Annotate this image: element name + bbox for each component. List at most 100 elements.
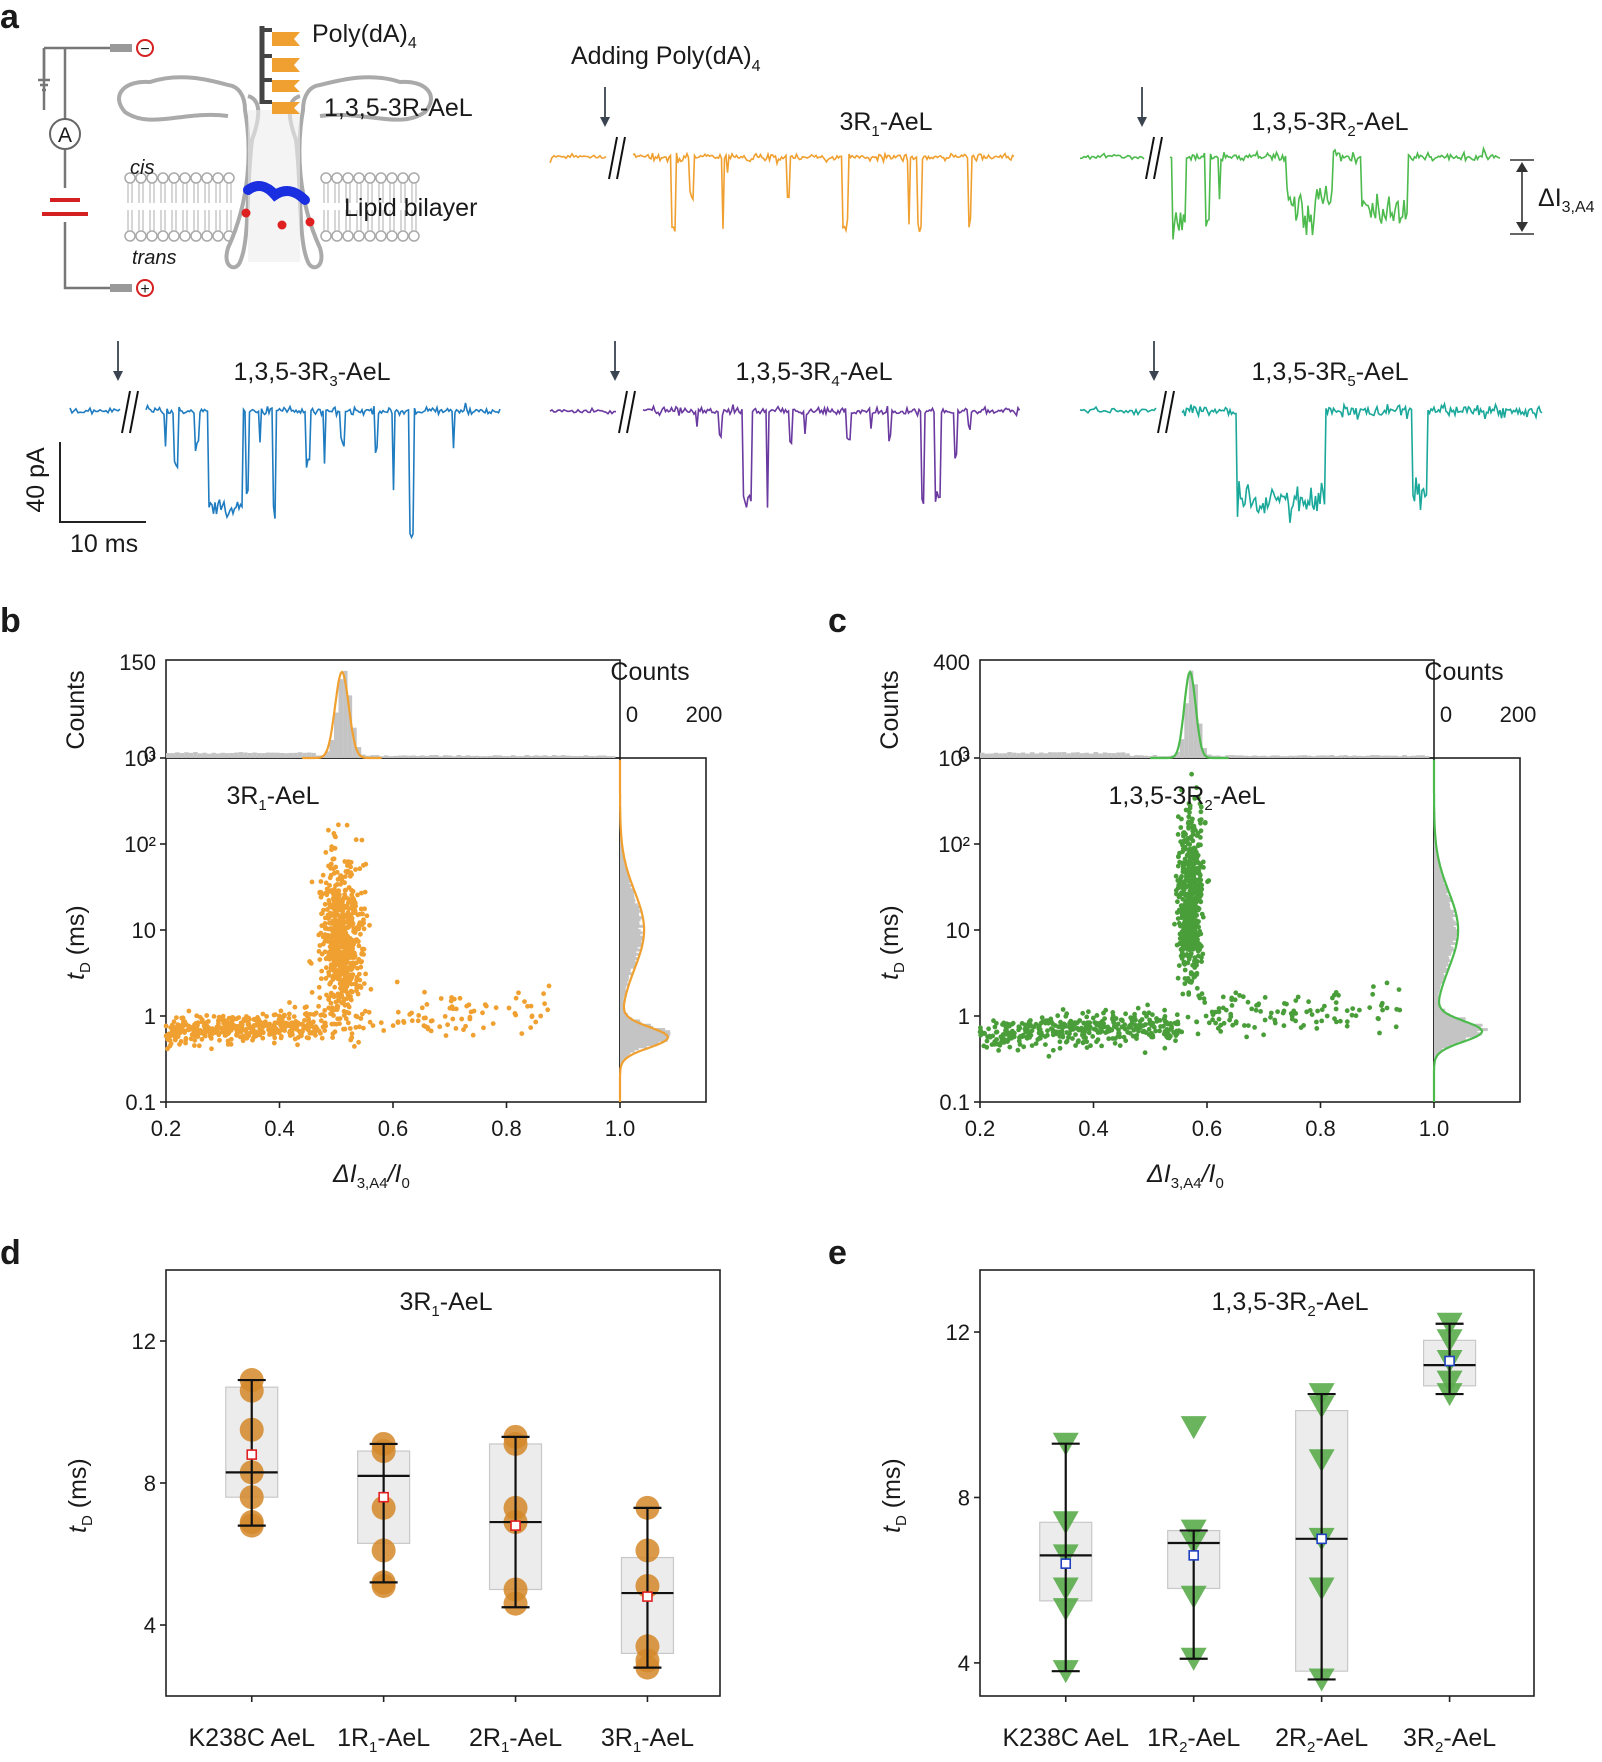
scatter-point xyxy=(332,984,338,990)
top-hist-bar xyxy=(193,752,198,758)
scatter-point xyxy=(317,957,323,962)
scatter-point xyxy=(345,910,351,915)
side-hist-bar xyxy=(1434,894,1449,898)
scatter-point xyxy=(1120,1018,1125,1024)
data-point xyxy=(371,1573,396,1598)
top-hist-bar xyxy=(524,754,530,758)
scatter-point xyxy=(1189,978,1195,984)
scatter-point xyxy=(321,907,326,913)
top-hist-bar xyxy=(980,752,985,758)
side-hist-bar xyxy=(620,868,628,872)
side-hist-bar xyxy=(620,1047,639,1051)
scatter-point xyxy=(343,887,349,893)
trace-5: 1,3,5-3R5-AeL xyxy=(1079,341,1543,523)
nanopore-schematic: − + A Poly(dA)4 1,3,5-3R-AeL cis trans L… xyxy=(38,20,477,298)
scatter-point xyxy=(348,972,354,978)
break-mark xyxy=(626,390,636,434)
scatter-point xyxy=(390,1023,396,1028)
scatter-point xyxy=(210,1026,215,1031)
scatter-point xyxy=(340,906,346,911)
scatter-point xyxy=(353,1025,359,1030)
top-hist-bar xyxy=(252,752,257,758)
scale-bar: 40 pA 10 ms xyxy=(22,442,146,558)
scatter-point xyxy=(1189,905,1194,910)
top-hist-ymax: 400 xyxy=(933,650,970,675)
top-hist-bar xyxy=(1207,754,1212,758)
side-hist-bar xyxy=(620,1032,671,1036)
scatter-point xyxy=(335,1016,341,1022)
scatter-point xyxy=(1229,995,1235,1001)
category-label: 1R1-AeL xyxy=(337,1724,430,1756)
scatter-point xyxy=(353,867,358,872)
scatter-point xyxy=(1086,1009,1091,1015)
scatter-point xyxy=(313,1024,319,1030)
category-label: 3R2-AeL xyxy=(1403,1724,1496,1756)
scatter-point xyxy=(276,1013,282,1019)
scatter-point xyxy=(481,1025,486,1031)
category-label-part: 1 xyxy=(501,1739,509,1756)
trace-label-part: 3R xyxy=(839,108,871,136)
side-hist-bar xyxy=(1434,845,1437,849)
scatter-point xyxy=(1091,1026,1097,1032)
top-hist-bar xyxy=(274,752,280,758)
mean-marker xyxy=(1444,1355,1455,1367)
y-tick-label: 10 xyxy=(132,918,156,943)
scatter-point xyxy=(529,1013,535,1019)
side-hist-bar xyxy=(620,933,641,937)
y-tick-label: 0.1 xyxy=(939,1090,970,1115)
side-hist-bar xyxy=(1434,868,1441,872)
scatter-point xyxy=(1094,1013,1100,1018)
trace-signal xyxy=(642,404,1021,508)
scatter-point xyxy=(1175,878,1181,883)
scatter-point xyxy=(1256,1001,1262,1007)
scatter-point xyxy=(267,1021,272,1027)
mean-marker xyxy=(246,1449,258,1460)
scatter-point xyxy=(1216,1016,1222,1022)
scatter-point xyxy=(1189,899,1195,904)
side-hist-bar xyxy=(620,1021,642,1025)
top-hist-bar xyxy=(1048,752,1053,758)
scatter-point xyxy=(358,931,363,937)
scatter-point xyxy=(334,882,340,887)
side-hist-bar xyxy=(620,899,636,903)
scatter-point xyxy=(243,1026,249,1032)
scatter-point xyxy=(1261,1032,1266,1038)
y-tick-label: 8 xyxy=(958,1485,970,1510)
scatter-point xyxy=(348,994,353,999)
bilayer-label: Lipid bilayer xyxy=(344,194,477,222)
scatter-point xyxy=(342,895,347,901)
top-hist-bar xyxy=(1070,752,1076,758)
side-hist-bar xyxy=(1434,888,1448,892)
trace-label: 1,3,5-3R3-AeL xyxy=(233,358,390,390)
top-hist-bar xyxy=(1334,756,1339,758)
side-hist-bar xyxy=(1434,881,1444,885)
scatter-point xyxy=(240,1033,246,1039)
top-hist-bar xyxy=(306,752,312,758)
top-hist-bar xyxy=(1102,752,1108,758)
scatter-point xyxy=(1187,847,1193,853)
scatter-point xyxy=(347,949,353,955)
side-hist-bar xyxy=(1434,957,1450,961)
side-hist-bar xyxy=(1434,911,1454,915)
scatter-point xyxy=(367,1019,373,1025)
scatter-point xyxy=(319,923,325,929)
top-hist-bar xyxy=(234,752,239,758)
side-hist-bar xyxy=(620,1053,629,1057)
scatter-point xyxy=(1167,1027,1173,1032)
side-hist-bar xyxy=(620,851,623,855)
scatter-point xyxy=(216,1032,222,1038)
scatter-point xyxy=(442,1014,448,1019)
top-hist-bar xyxy=(1061,752,1067,758)
scatter-point xyxy=(1380,1007,1385,1013)
scatter-point xyxy=(1182,892,1188,898)
top-hist-bar xyxy=(1184,703,1189,758)
side-hist-bar xyxy=(620,1013,628,1016)
scatter-point xyxy=(1237,993,1242,998)
y-tick-label: 8 xyxy=(144,1471,156,1496)
top-hist-frame xyxy=(979,659,1435,759)
scatter-point xyxy=(294,1026,299,1032)
scatter-point xyxy=(346,885,352,890)
top-hist-bar xyxy=(1039,752,1044,758)
trace-label: 1,3,5-3R4-AeL xyxy=(735,358,892,390)
scatter-point xyxy=(1107,1026,1113,1032)
